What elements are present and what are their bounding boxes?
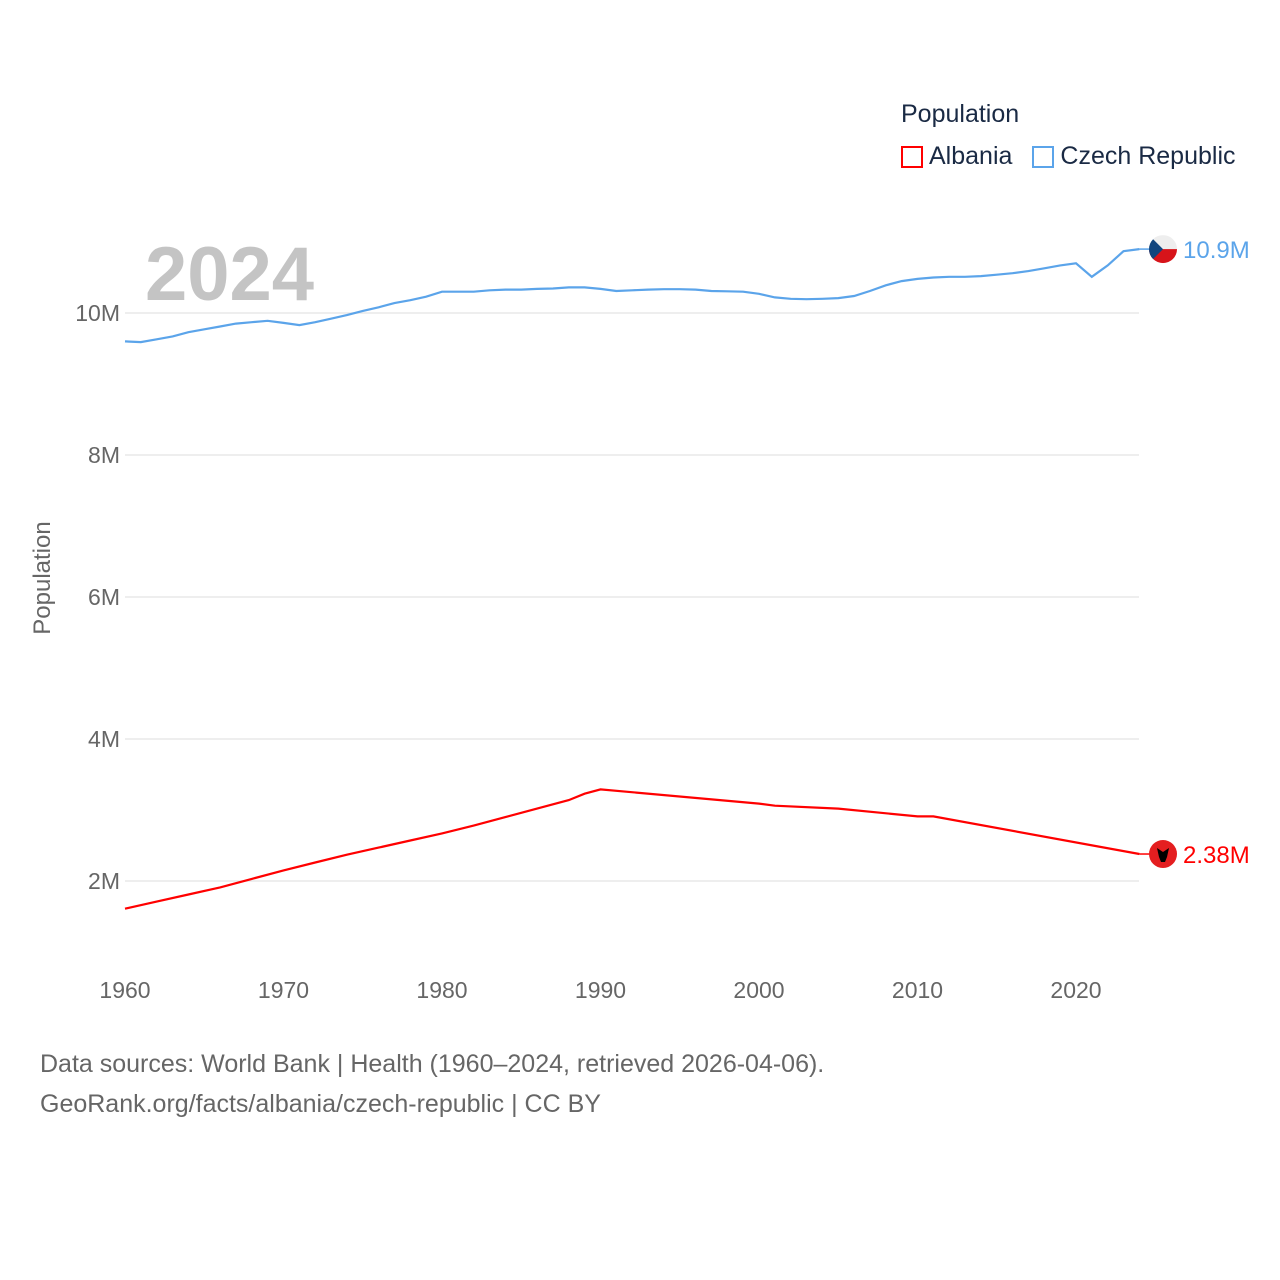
legend: Albania Czech Republic: [901, 142, 1236, 171]
end-value-label: 10.9M: [1183, 237, 1250, 264]
y-tick-label: 10M: [75, 300, 120, 326]
albania-swatch: [901, 145, 923, 168]
albania-flag-icon: [1149, 840, 1177, 869]
x-tick-label: 1970: [258, 977, 309, 1003]
year-label: 2024: [145, 232, 314, 317]
y-tick-label: 6M: [88, 584, 120, 610]
legend-label: Czech Republic: [1060, 142, 1236, 170]
series-line-czech-republic: [124, 248, 1140, 344]
x-tick-label: 1980: [416, 977, 467, 1003]
y-tick-label: 8M: [88, 442, 120, 468]
x-tick-label: 1960: [99, 977, 150, 1003]
legend-label: Albania: [929, 142, 1013, 170]
series-line-albania: [124, 788, 1140, 910]
y-axis-label: Population: [29, 521, 56, 634]
czech-swatch: [1032, 145, 1055, 168]
legend-title: Population: [901, 100, 1020, 128]
footer: Data sources: World Bank | Health (1960–…: [40, 1044, 824, 1124]
legend-item-czech-republic[interactable]: Czech Republic: [1032, 142, 1236, 171]
y-tick-label: 2M: [88, 868, 120, 894]
legend-item-albania[interactable]: Albania: [901, 142, 1012, 171]
x-tick-label: 2010: [892, 977, 943, 1003]
x-tick-label: 2000: [733, 977, 784, 1003]
end-value-label: 2.38M: [1183, 842, 1250, 869]
source-link[interactable]: GeoRank.org/facts/albania/czech-republic…: [40, 1090, 601, 1118]
czech-flag-icon: [1149, 235, 1177, 264]
x-tick-label: 2020: [1050, 977, 1101, 1003]
x-tick-label: 1990: [575, 977, 626, 1003]
data-source-text: Data sources: World Bank | Health (1960–…: [40, 1050, 825, 1078]
y-tick-label: 4M: [88, 726, 120, 752]
